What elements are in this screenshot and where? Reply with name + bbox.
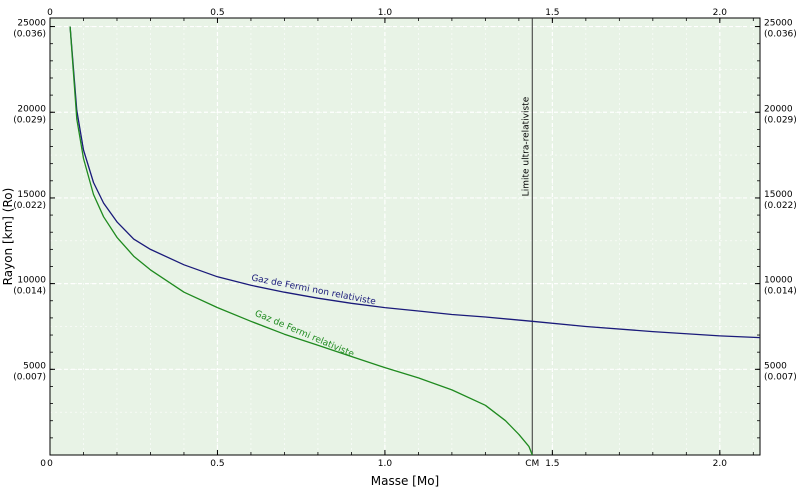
y-tick-label-right: 10000	[764, 276, 793, 286]
y-tick-label-zero: 0	[40, 459, 46, 469]
y-tick-sublabel-right: (0.014)	[764, 287, 797, 297]
ticks: 0 0.5 1.0 1.5 2.00 0.5 1.0 1.5 2.05000(0.007)500…	[13, 8, 797, 469]
x-tick-label-top: 1.0	[378, 8, 393, 18]
y-tick-sublabel-right: (0.022)	[764, 201, 797, 211]
y-tick-sublabel-left: (0.014)	[13, 287, 46, 297]
y-tick-sublabel-right: (0.036)	[764, 30, 797, 40]
series-line-1	[69, 26, 533, 456]
y-tick-sublabel-left: (0.029)	[13, 115, 46, 125]
plot-area	[50, 18, 760, 455]
x-tick-label-top: 0.5	[210, 8, 224, 18]
x-tick-label-top: 1.5	[545, 8, 559, 18]
grid	[50, 18, 760, 455]
y-tick-sublabel-right: (0.007)	[764, 372, 797, 382]
x-tick-label-bottom: 1.5	[545, 459, 559, 469]
x-tick-label-bottom: 0.5	[210, 459, 224, 469]
x-tick-label-bottom: 0	[47, 459, 53, 469]
y-tick-label-left: 15000	[17, 190, 46, 200]
x-tick-label-bottom: 2.0	[713, 459, 728, 469]
x-tick-label-top: 2.0	[713, 8, 728, 18]
x-tick-label-top: 0	[47, 8, 53, 18]
annotations: Limite ultra-relativiste CM	[521, 18, 539, 469]
ultra-relativistic-limit-label: Limite ultra-relativiste	[521, 96, 531, 196]
y-tick-sublabel-left: (0.022)	[13, 201, 46, 211]
y-tick-sublabel-left: (0.007)	[13, 372, 46, 382]
y-tick-sublabel-right: (0.029)	[764, 115, 797, 125]
y-tick-label-right: 25000	[764, 19, 793, 29]
y-tick-label-left: 5000	[23, 361, 46, 371]
x-axis-title: Masse [Mo]	[371, 474, 439, 488]
y-tick-label-right: 5000	[764, 361, 787, 371]
y-tick-label-left: 20000	[17, 104, 46, 114]
y-tick-sublabel-left: (0.036)	[13, 30, 46, 40]
plot-frame	[49, 17, 761, 456]
y-tick-label-right: 20000	[764, 104, 793, 114]
y-tick-label-left: 25000	[17, 19, 46, 29]
y-axis-title: Rayon [km] (Ro)	[1, 188, 15, 286]
axes	[49, 17, 761, 456]
series	[69, 26, 761, 456]
y-tick-label-left: 10000	[17, 276, 46, 286]
cm-tick-label: CM	[525, 459, 539, 469]
y-tick-label-right: 15000	[764, 190, 793, 200]
series-line-0	[69, 26, 761, 339]
x-tick-label-bottom: 1.0	[378, 459, 393, 469]
